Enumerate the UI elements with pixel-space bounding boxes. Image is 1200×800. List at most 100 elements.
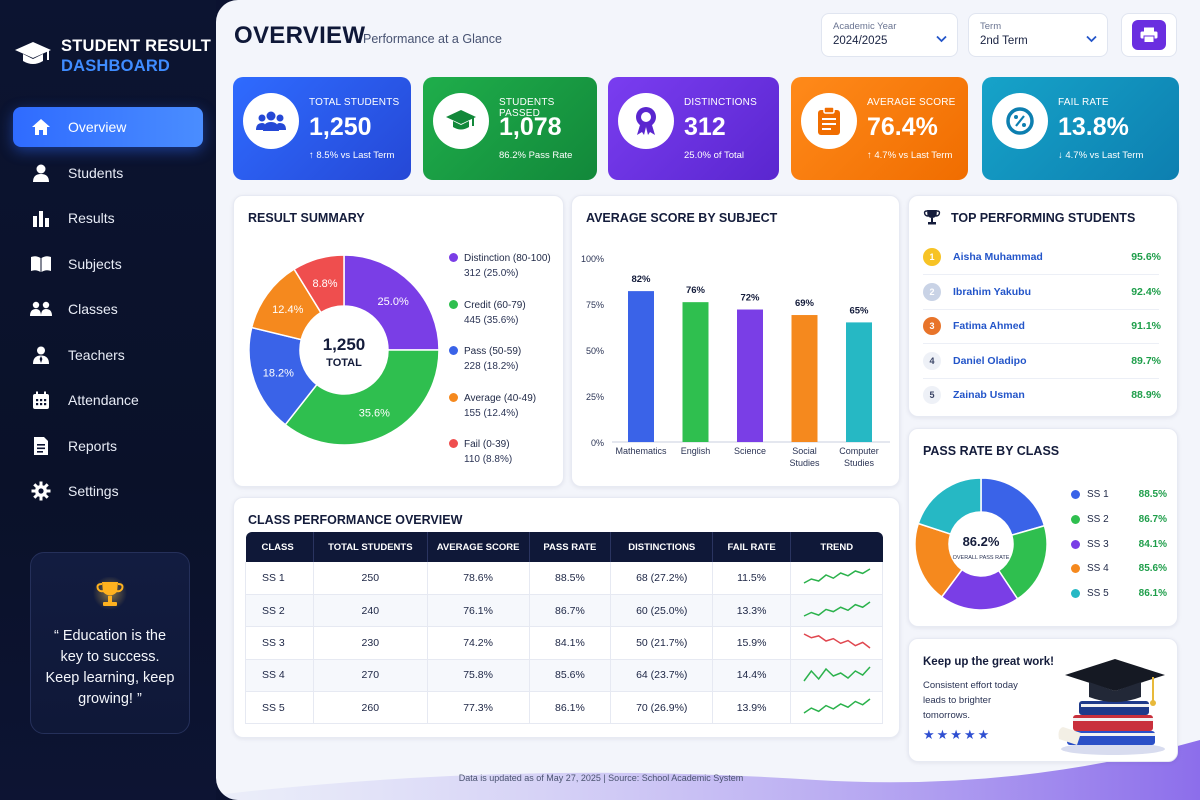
column-header[interactable]: TOTAL STUDENTS [313,532,428,562]
student-row[interactable]: 5 Zainab Usman 88.9% [923,384,1161,406]
legend-label: Distinction (80-100) [464,253,551,264]
column-header[interactable]: AVERAGE SCORE [427,532,530,562]
kpi-label: FAIL RATE [1058,97,1109,108]
printer-icon [1132,20,1166,50]
page-title: OVERVIEW [234,22,366,49]
avg-score-card: AVERAGE SCORE BY SUBJECT 0% 25% 50% 75% 100%… [571,195,900,487]
student-score: 95.6% [1131,251,1161,263]
result-summary-slice-label: 8.8% [312,278,337,290]
legend-item: Fail (0-39) 110 (8.8%) [449,437,512,467]
sidebar-item-settings[interactable]: Settings [13,471,203,511]
group-icon [30,298,52,320]
table-row[interactable]: SS 2 240 76.1% 86.7% 60 (25.0%) 13.3% [245,594,883,628]
table-row[interactable]: SS 4 270 75.8% 85.6% 64 (23.7%) 14.4% [245,659,883,693]
sidebar-item-results[interactable]: Results [13,198,203,238]
result-summary-slice-label: 18.2% [263,368,294,380]
kpi-value: 76.4% [867,113,938,141]
sidebar-item-label: Classes [68,301,118,317]
kpi-value: 1,078 [499,113,562,141]
table-cell: 15.9% [712,626,792,660]
kpi-card-average-score[interactable]: AVERAGE SCORE 76.4% ↑ 4.7% vs Last Term [791,77,968,180]
print-button[interactable] [1121,13,1177,57]
bar[interactable] [846,322,872,442]
bar[interactable] [791,315,818,442]
column-header[interactable]: TREND [790,532,883,562]
y-tick-label: 50% [586,346,604,356]
book-icon [30,253,52,275]
academic-year-select[interactable]: Academic Year 2024/2025 [821,13,958,57]
result-summary-donut: 25.0% 35.6% 18.2% 12.4% 8.8% 1,250 TOTAL [248,254,440,446]
kpi-card-total-students[interactable]: TOTAL STUDENTS 1,250 ↑ 8.5% vs Last Term [233,77,411,180]
sparkline-path [803,601,870,617]
student-row[interactable]: 1 Aisha Muhammad 95.6% [923,246,1161,268]
bar[interactable] [737,309,763,442]
kpi-card-students-passed[interactable]: STUDENTS PASSED 1,078 86.2% Pass Rate [423,77,597,180]
sidebar-item-label: Teachers [68,346,125,363]
sidebar-item-classes[interactable]: Classes [13,289,203,329]
x-tick-label: Social [792,446,817,456]
academic-year-label: Academic Year [833,21,897,32]
y-tick-label: 100% [581,254,604,264]
y-tick-label: 75% [586,300,604,310]
kpi-label: AVERAGE SCORE [867,97,956,108]
legend-detail: 445 (35.6%) [464,314,519,326]
trend-up-sparkline [802,666,871,682]
table-row[interactable]: SS 1 250 78.6% 88.5% 68 (27.2%) 11.5% [245,562,883,595]
sidebar-item-overview[interactable]: Overview [13,107,203,147]
report-icon [30,435,52,457]
column-header[interactable]: PASS RATE [529,532,612,562]
student-row[interactable]: 4 Daniel Oladipo 89.7% [923,350,1161,372]
table-cell: 85.6% [529,659,612,693]
page-subtitle: Performance at a Glance [363,32,502,46]
term-select[interactable]: Term 2nd Term [968,13,1108,57]
kpi-card-fail-rate[interactable]: FAIL RATE 13.8% ↓ 4.7% vs Last Term [982,77,1179,180]
student-name: Aisha Muhammad [953,251,1043,263]
legend-label: Pass (50-59) [464,346,522,357]
background-wave [216,740,1200,800]
calendar-icon [30,389,52,411]
result-summary-slice [293,254,345,314]
table-cell: 74.2% [427,626,530,660]
kpi-note: ↑ 8.5% vs Last Term [309,150,395,161]
legend-item: Average (40-49) 155 (12.4%) [449,391,536,421]
student-row[interactable]: 2 Ibrahim Yakubu 92.4% [923,281,1161,303]
student-row[interactable]: 3 Fatima Ahmed 91.1% [923,315,1161,337]
table-cell: 77.3% [427,691,530,725]
avg-score-bar-chart: 0% 25% 50% 75% 100% 82% Mathematics 76% English 7… [581,254,890,468]
table-row[interactable]: SS 5 260 77.3% 86.1% 70 (26.9%) 13.9% [245,691,883,725]
legend-detail: 110 (8.8%) [464,454,513,465]
bar[interactable] [682,302,709,442]
legend-dot [449,346,458,355]
bar[interactable] [628,291,654,442]
legend-item: Distinction (80-100) 312 (25.0%) [449,251,551,281]
legend-item: SS 1 88.5% [1071,489,1167,500]
sidebar-item-subjects[interactable]: Subjects [13,244,203,284]
sidebar-item-reports[interactable]: Reports [13,426,203,466]
sidebar-item-attendance[interactable]: Attendance [13,380,203,420]
trend-down-sparkline [803,633,870,650]
quote-text: “ Education is the key to success. Keep … [45,628,175,707]
legend-label: Fail (0-39) [464,439,510,450]
legend-item: Credit (60-79) 445 (35.6%) [449,298,526,328]
avg-score-title: AVERAGE SCORE BY SUBJECT [586,211,778,225]
encouragement-card: Keep up the great work! Consistent effor… [908,638,1178,762]
sidebar-item-teachers[interactable]: Teachers [13,335,203,375]
trend-up-sparkline [803,601,870,617]
donut-center-value: 86.2% [963,534,1000,549]
legend-value: 88.5% [1138,489,1167,500]
column-header[interactable]: DISTINCTIONS [610,532,714,562]
table-cell: 230 [313,626,428,660]
sidebar-item-students[interactable]: Students [13,153,203,193]
column-header[interactable]: CLASS [245,532,314,562]
legend-detail: 228 (18.2%) [464,361,519,372]
legend-dot [449,253,458,262]
term-value: 2nd Term [980,35,1028,47]
kpi-card-distinctions[interactable]: DISTINCTIONS 312 25.0% of Total [608,77,779,180]
legend-item: SS 5 86.1% [1071,588,1167,599]
table-cell: 84.1% [529,626,612,660]
column-header[interactable]: FAIL RATE [712,532,792,562]
table-cell: 76.1% [427,594,530,628]
legend-dot [449,299,458,309]
legend-item: Pass (50-59) 228 (18.2%) [449,344,521,374]
table-row[interactable]: SS 3 230 74.2% 84.1% 50 (21.7%) 15.9% [245,626,883,660]
